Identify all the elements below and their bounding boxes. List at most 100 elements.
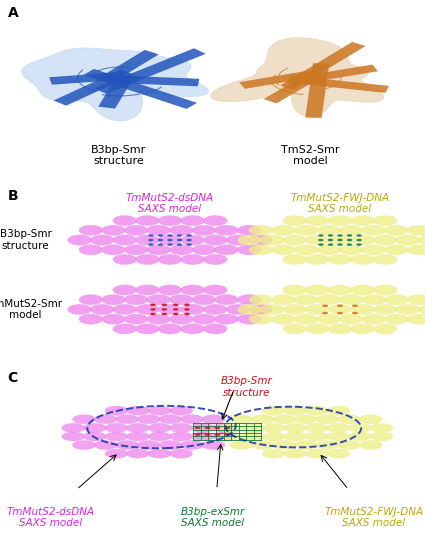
Circle shape [283,304,307,315]
Circle shape [396,304,420,315]
Circle shape [294,225,318,235]
Circle shape [328,243,333,246]
Circle shape [348,423,371,432]
Circle shape [94,440,117,449]
Circle shape [284,449,307,458]
Text: B3bp-Smr
structure: B3bp-Smr structure [91,144,147,166]
Circle shape [327,432,350,441]
Circle shape [102,245,125,255]
Circle shape [159,415,182,424]
Text: C: C [8,371,18,385]
Circle shape [305,432,328,441]
Circle shape [213,432,236,441]
Circle shape [237,314,261,324]
Circle shape [284,406,307,415]
Circle shape [305,423,328,432]
Circle shape [337,239,343,241]
Circle shape [385,245,408,255]
Circle shape [356,239,362,241]
Circle shape [68,304,91,315]
Circle shape [306,304,329,315]
Circle shape [284,423,307,432]
Circle shape [181,215,204,226]
Circle shape [272,295,295,305]
Circle shape [192,314,216,324]
Circle shape [249,295,273,305]
Circle shape [262,449,285,458]
Circle shape [124,225,148,235]
Circle shape [181,304,204,315]
Circle shape [316,440,339,449]
Circle shape [328,255,352,265]
Circle shape [224,433,230,436]
Text: B: B [8,189,18,203]
Circle shape [249,314,273,324]
Circle shape [181,255,204,265]
Circle shape [327,449,350,458]
Circle shape [294,245,318,255]
Circle shape [158,324,182,334]
Circle shape [224,427,230,429]
Circle shape [203,255,227,265]
Circle shape [338,440,361,449]
Circle shape [347,243,352,246]
Circle shape [351,215,374,226]
Circle shape [79,225,103,235]
Circle shape [79,314,103,324]
Circle shape [362,245,386,255]
Circle shape [177,243,182,246]
Circle shape [328,324,352,334]
Circle shape [127,423,150,432]
Circle shape [272,314,295,324]
Polygon shape [83,69,197,109]
Circle shape [347,234,352,237]
Circle shape [202,440,225,449]
Polygon shape [287,76,389,93]
Circle shape [116,440,139,449]
Polygon shape [303,64,378,83]
Circle shape [113,285,137,295]
Polygon shape [22,48,208,121]
Circle shape [102,225,125,235]
Circle shape [186,243,192,246]
Circle shape [226,304,250,315]
Text: A: A [8,5,18,19]
Circle shape [170,314,193,324]
Circle shape [262,406,285,415]
Circle shape [192,295,216,305]
Circle shape [170,432,193,441]
Circle shape [238,235,261,245]
Circle shape [184,308,190,310]
Circle shape [192,245,216,255]
Circle shape [170,245,193,255]
Circle shape [137,440,160,449]
Circle shape [195,433,201,436]
Circle shape [162,313,167,315]
Circle shape [385,314,408,324]
Polygon shape [305,63,329,118]
Circle shape [407,225,425,235]
Circle shape [238,304,261,315]
Circle shape [147,225,170,235]
Circle shape [249,245,273,255]
Circle shape [356,234,362,237]
Circle shape [306,235,329,245]
Circle shape [273,440,296,449]
Circle shape [407,295,425,305]
Circle shape [215,314,238,324]
Circle shape [113,255,137,265]
Circle shape [337,243,343,246]
Circle shape [158,304,182,315]
Circle shape [373,215,397,226]
Circle shape [328,234,333,237]
Circle shape [136,304,159,315]
Circle shape [328,285,352,295]
Circle shape [127,432,150,441]
Circle shape [136,235,159,245]
Circle shape [284,432,307,441]
Circle shape [203,304,227,315]
Circle shape [273,415,296,424]
Text: B3bp-Smr
structure: B3bp-Smr structure [221,376,272,398]
Circle shape [317,225,340,235]
Circle shape [150,303,156,306]
